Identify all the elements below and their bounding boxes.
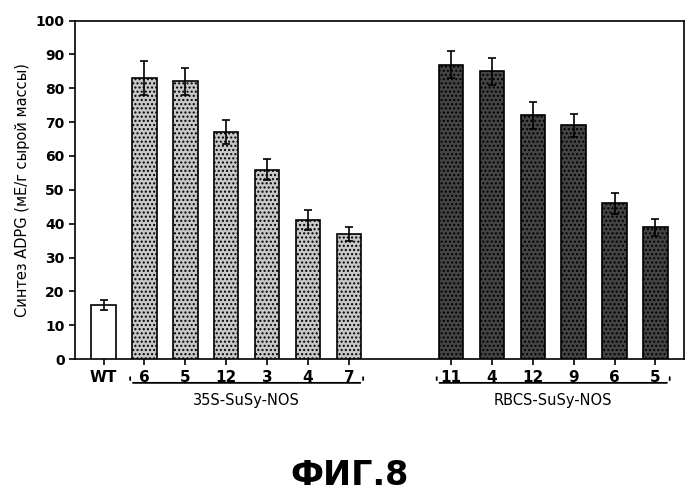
Text: 35S-SuSy-NOS: 35S-SuSy-NOS (193, 393, 300, 408)
Text: RBCS-SuSy-NOS: RBCS-SuSy-NOS (494, 393, 612, 408)
Bar (603, 203, 627, 359)
Bar (255, 169, 280, 359)
Bar (296, 220, 320, 359)
Bar (480, 71, 504, 359)
Bar (643, 227, 668, 359)
Bar (132, 78, 157, 359)
Text: ФИГ.8: ФИГ.8 (290, 459, 409, 492)
Bar (92, 305, 116, 359)
Bar (521, 115, 545, 359)
Bar (439, 65, 463, 359)
Bar (336, 234, 361, 359)
Bar (173, 82, 198, 359)
Bar (561, 125, 586, 359)
Bar (214, 132, 238, 359)
Y-axis label: Синтез ADPG (мЕ/г сырой массы): Синтез ADPG (мЕ/г сырой массы) (15, 63, 30, 317)
